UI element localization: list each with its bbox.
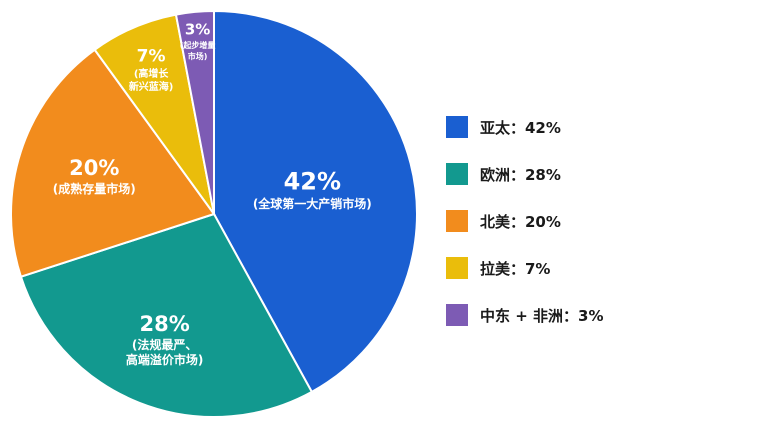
slice-desc-label-north_america: (成熟存量市场) [53,181,136,196]
legend-item-apac: 亚太：42% [446,115,603,139]
slice-desc-label-europe: (法规最严、高端溢价市场) [126,337,204,367]
slice-pct-label-latam: 7% [137,47,166,67]
pie-slice-europe [19,212,314,418]
legend-label-europe: 欧洲：28% [480,165,561,184]
legend-swatch-latam [446,257,468,279]
pie-slice-north_america [10,48,216,278]
legend-swatch-mea [446,304,468,326]
legend-swatch-europe [446,163,468,185]
slice-pct-label-mea: 3% [185,20,210,38]
legend-swatch-north-america [446,210,468,232]
pie-slice-mea [174,9,215,215]
legend-label-latam: 拉美：7% [480,259,551,278]
slice-desc-label-mea: (起步增量市场) [180,40,216,61]
slice-desc-label-apac: (全球第一大产销市场) [253,196,372,211]
legend-swatch-apac [446,116,468,138]
legend: 亚太：42% 欧洲：28% 北美：20% 拉美：7% 中东 + 非洲：3% [446,115,603,327]
legend-item-mea: 中东 + 非洲：3% [446,303,603,327]
legend-item-latam: 拉美：7% [446,256,603,280]
legend-label-apac: 亚太：42% [480,118,561,137]
slice-pct-label-europe: 28% [140,312,190,336]
slice-pct-label-north_america: 20% [69,156,119,180]
pie-chart: 42%(全球第一大产销市场) 28%(法规最严、高端溢价市场) 20%(成熟存量市场… [10,9,418,418]
legend-label-mea: 中东 + 非洲：3% [480,306,604,325]
slice-pct-label-apac: 42% [284,168,341,196]
pie-slice-apac [213,9,418,394]
slice-desc-label-latam: (高增长新兴蓝海) [129,67,174,93]
legend-item-europe: 欧洲：28% [446,162,603,186]
legend-label-north-america: 北美：20% [480,212,561,231]
legend-item-north-america: 北美：20% [446,209,603,233]
